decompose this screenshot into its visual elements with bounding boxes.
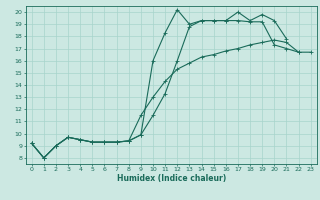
X-axis label: Humidex (Indice chaleur): Humidex (Indice chaleur)	[116, 174, 226, 183]
